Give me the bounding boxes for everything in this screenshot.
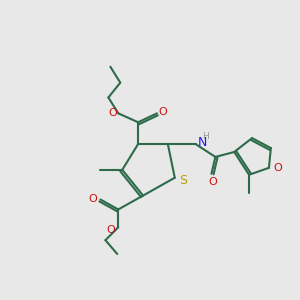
Text: O: O [208, 177, 217, 187]
Text: O: O [158, 107, 167, 117]
Text: O: O [88, 194, 97, 203]
Text: N: N [198, 136, 207, 148]
Text: H: H [202, 132, 209, 141]
Text: S: S [179, 174, 187, 187]
Text: O: O [273, 163, 282, 173]
Text: O: O [108, 108, 117, 118]
Text: O: O [106, 225, 115, 235]
